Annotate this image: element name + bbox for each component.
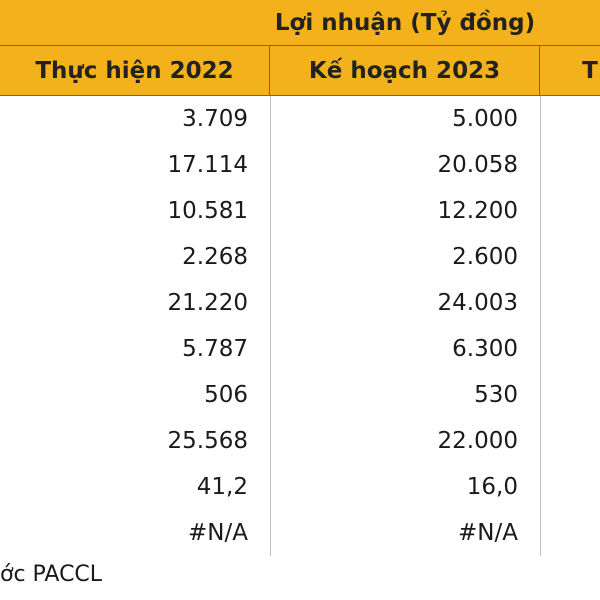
table-cell: 2.268 (182, 244, 248, 270)
table-cell: 22.000 (437, 428, 518, 454)
table-cell: 21.220 (167, 290, 248, 316)
table-cell: 20.058 (437, 152, 518, 178)
table-cell: 25.568 (167, 428, 248, 454)
table-cell: 10.581 (167, 198, 248, 224)
table-cell: 6.300 (452, 336, 518, 362)
table-cell: #N/A (458, 520, 518, 546)
column-header-row: Thực hiện 2022 Kế hoạch 2023 T (0, 46, 600, 96)
group-header: Lợi nhuận (Tỷ đồng) (274, 9, 536, 36)
column-header: Kế hoạch 2023 (270, 46, 540, 95)
column-header: T (582, 57, 598, 84)
table-cell: 24.003 (437, 290, 518, 316)
column-divider (540, 96, 541, 556)
table-cell: 506 (204, 382, 248, 408)
column-header: Thực hiện 2022 (0, 46, 270, 95)
table-cell: 41,2 (196, 474, 248, 500)
group-header-row: Lợi nhuận (Tỷ đồng) (0, 0, 600, 46)
table-cell: 16,0 (466, 474, 518, 500)
table-cell: 2.600 (452, 244, 518, 270)
table-cell: 12.200 (437, 198, 518, 224)
table-body: 3.709 5.000 17.114 20.058 10.581 12.200 2.268 2… (0, 96, 600, 556)
table-cell: 3.709 (182, 106, 248, 132)
footer-note: ớc PACCL (0, 562, 103, 587)
table-cell: 17.114 (167, 152, 248, 178)
table-cell: 5.000 (452, 106, 518, 132)
table-cell: 5.787 (182, 336, 248, 362)
table-cell: #N/A (188, 520, 248, 546)
column-divider (270, 96, 271, 556)
table-cell: 530 (474, 382, 518, 408)
